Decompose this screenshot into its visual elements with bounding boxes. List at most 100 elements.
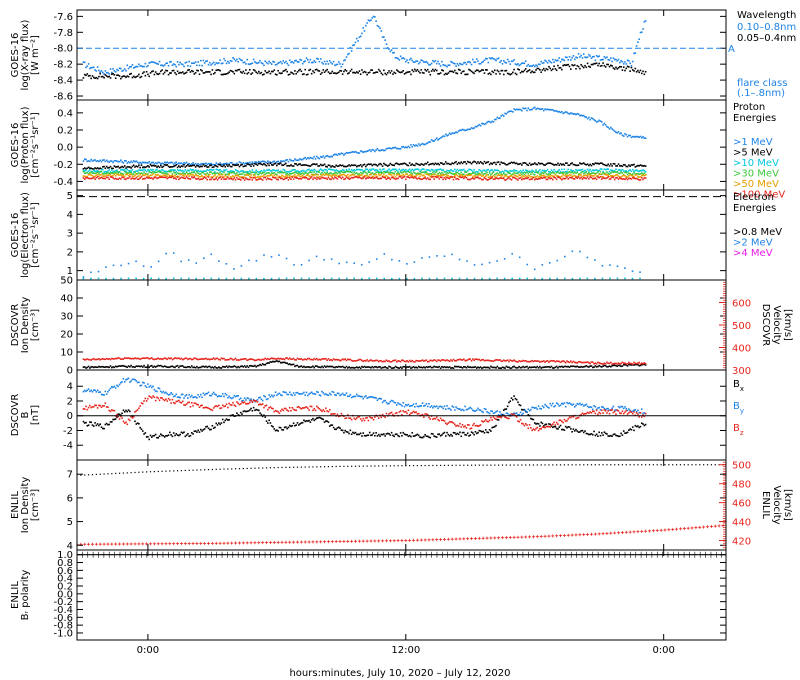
data-point bbox=[206, 172, 209, 174]
data-point bbox=[624, 61, 626, 63]
data-point bbox=[410, 174, 412, 176]
data-point bbox=[376, 359, 379, 362]
data-point bbox=[546, 162, 549, 165]
data-point bbox=[631, 176, 634, 179]
data-point bbox=[568, 366, 571, 369]
data-point bbox=[542, 61, 545, 64]
data-point bbox=[432, 169, 434, 171]
series-0.10–0.8nm bbox=[82, 15, 647, 75]
data-point bbox=[224, 366, 227, 368]
data-point bbox=[575, 56, 577, 59]
data-point bbox=[255, 71, 258, 74]
data-point bbox=[460, 174, 463, 176]
data-point bbox=[511, 277, 513, 280]
data-point bbox=[301, 164, 304, 166]
data-point bbox=[588, 170, 590, 172]
data-point bbox=[606, 125, 608, 128]
data-point bbox=[625, 175, 628, 178]
data-point bbox=[292, 62, 295, 64]
data-point bbox=[158, 161, 161, 164]
data-point bbox=[201, 64, 203, 67]
data-point bbox=[308, 357, 310, 360]
data-point bbox=[629, 172, 631, 175]
data-point bbox=[157, 277, 160, 280]
data-point bbox=[209, 173, 211, 176]
data-point bbox=[349, 165, 352, 167]
data-point bbox=[183, 177, 185, 180]
data-point bbox=[600, 121, 603, 123]
data-point bbox=[149, 163, 152, 166]
data-point bbox=[588, 361, 590, 364]
data-point bbox=[300, 164, 303, 167]
data-point bbox=[590, 164, 593, 167]
data-point bbox=[500, 161, 503, 164]
data-point bbox=[535, 69, 537, 71]
data-point bbox=[349, 358, 352, 361]
data-point bbox=[465, 129, 468, 131]
y-axis-label: [cm⁻²s⁻¹sr⁻¹] bbox=[30, 202, 41, 268]
data-point bbox=[423, 168, 425, 171]
data-point bbox=[114, 365, 117, 368]
data-point bbox=[251, 163, 254, 165]
data-point bbox=[435, 163, 438, 166]
data-point bbox=[523, 366, 526, 369]
data-point bbox=[502, 115, 505, 117]
data-point bbox=[607, 63, 610, 66]
data-point bbox=[147, 173, 149, 175]
data-point bbox=[555, 365, 558, 368]
data-point bbox=[96, 173, 99, 176]
data-point bbox=[237, 365, 239, 368]
data-point bbox=[189, 65, 192, 68]
data-point bbox=[163, 172, 166, 175]
data-point bbox=[198, 176, 201, 178]
data-point bbox=[637, 69, 639, 72]
data-point bbox=[140, 162, 143, 165]
data-point bbox=[506, 359, 509, 361]
data-point bbox=[199, 366, 202, 369]
data-point bbox=[573, 163, 576, 166]
data-point bbox=[612, 67, 615, 69]
data-point bbox=[542, 172, 545, 174]
data-point bbox=[491, 120, 493, 123]
data-point bbox=[505, 178, 508, 181]
data-point bbox=[174, 174, 176, 177]
data-point bbox=[436, 277, 438, 280]
data-point bbox=[87, 166, 90, 169]
data-point bbox=[207, 162, 210, 165]
data-point bbox=[233, 177, 236, 179]
data-point bbox=[484, 162, 487, 165]
data-point bbox=[504, 70, 506, 72]
data-point bbox=[459, 173, 461, 176]
data-point bbox=[95, 366, 98, 369]
data-point bbox=[118, 75, 121, 77]
data-point bbox=[287, 176, 290, 179]
data-point bbox=[385, 43, 388, 45]
data-point bbox=[144, 177, 147, 180]
data-point bbox=[406, 176, 408, 178]
data-point bbox=[555, 59, 558, 62]
data-point bbox=[397, 434, 399, 437]
data-point bbox=[500, 175, 503, 177]
series->100 MeV bbox=[82, 175, 647, 181]
data-point bbox=[154, 71, 157, 73]
data-point bbox=[428, 141, 430, 143]
data-point bbox=[299, 177, 301, 180]
data-point bbox=[469, 366, 472, 368]
data-point bbox=[545, 366, 548, 368]
data-point bbox=[630, 164, 633, 166]
data-point bbox=[564, 56, 567, 58]
data-point bbox=[548, 365, 550, 368]
data-point bbox=[258, 364, 260, 367]
data-point bbox=[215, 177, 218, 180]
data-point bbox=[514, 174, 517, 177]
data-point bbox=[279, 160, 282, 162]
data-point bbox=[573, 64, 576, 66]
data-point bbox=[509, 175, 512, 177]
data-point bbox=[201, 162, 203, 165]
data-point bbox=[384, 175, 386, 178]
data-point bbox=[357, 168, 359, 171]
data-point bbox=[404, 168, 407, 171]
data-point bbox=[350, 174, 353, 176]
data-point bbox=[190, 69, 193, 72]
data-point bbox=[393, 366, 395, 369]
